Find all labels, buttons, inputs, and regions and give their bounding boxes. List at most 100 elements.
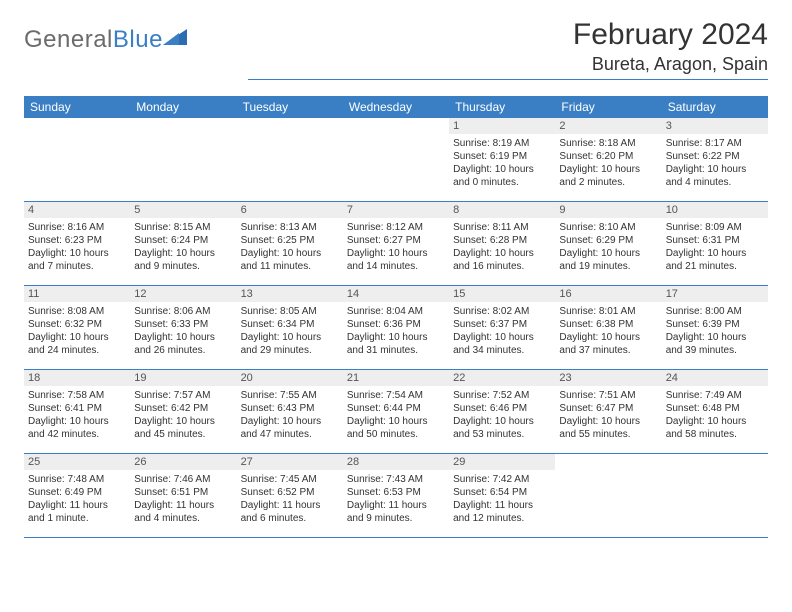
weekday-saturday: Saturday xyxy=(662,100,768,114)
day-cell: 28Sunrise: 7:43 AMSunset: 6:53 PMDayligh… xyxy=(343,454,449,537)
day-line: Daylight: 10 hours xyxy=(559,415,657,428)
day-line: and 14 minutes. xyxy=(347,260,445,273)
day-line: and 0 minutes. xyxy=(453,176,551,189)
day-line: Sunset: 6:47 PM xyxy=(559,402,657,415)
day-line: and 16 minutes. xyxy=(453,260,551,273)
day-line: Sunrise: 7:55 AM xyxy=(241,389,339,402)
day-number: 7 xyxy=(343,202,449,218)
day-line: Sunrise: 7:54 AM xyxy=(347,389,445,402)
weeks-container: 1Sunrise: 8:19 AMSunset: 6:19 PMDaylight… xyxy=(24,118,768,538)
day-body: Sunrise: 7:51 AMSunset: 6:47 PMDaylight:… xyxy=(555,386,661,453)
day-line: Daylight: 10 hours xyxy=(666,247,764,260)
weekday-friday: Friday xyxy=(555,100,661,114)
day-cell: 8Sunrise: 8:11 AMSunset: 6:28 PMDaylight… xyxy=(449,202,555,285)
day-line: Sunrise: 8:17 AM xyxy=(666,137,764,150)
triangle-icon xyxy=(163,27,189,54)
day-number: 26 xyxy=(130,454,236,470)
day-line: Sunset: 6:36 PM xyxy=(347,318,445,331)
day-number: 3 xyxy=(662,118,768,134)
day-body: Sunrise: 8:13 AMSunset: 6:25 PMDaylight:… xyxy=(237,218,343,285)
day-number: 9 xyxy=(555,202,661,218)
day-body: Sunrise: 7:52 AMSunset: 6:46 PMDaylight:… xyxy=(449,386,555,453)
day-body: Sunrise: 8:08 AMSunset: 6:32 PMDaylight:… xyxy=(24,302,130,369)
day-line: Sunrise: 8:13 AM xyxy=(241,221,339,234)
day-line: and 34 minutes. xyxy=(453,344,551,357)
day-number: 1 xyxy=(449,118,555,134)
day-line: and 19 minutes. xyxy=(559,260,657,273)
day-line: and 31 minutes. xyxy=(347,344,445,357)
week-row: 1Sunrise: 8:19 AMSunset: 6:19 PMDaylight… xyxy=(24,118,768,202)
day-body: Sunrise: 8:18 AMSunset: 6:20 PMDaylight:… xyxy=(555,134,661,201)
weekday-sunday: Sunday xyxy=(24,100,130,114)
day-line: Daylight: 10 hours xyxy=(28,415,126,428)
day-cell: 6Sunrise: 8:13 AMSunset: 6:25 PMDaylight… xyxy=(237,202,343,285)
day-number: 4 xyxy=(24,202,130,218)
day-cell: 17Sunrise: 8:00 AMSunset: 6:39 PMDayligh… xyxy=(662,286,768,369)
day-line: Sunrise: 8:18 AM xyxy=(559,137,657,150)
day-number: 12 xyxy=(130,286,236,302)
day-body: Sunrise: 7:55 AMSunset: 6:43 PMDaylight:… xyxy=(237,386,343,453)
day-cell: 4Sunrise: 8:16 AMSunset: 6:23 PMDaylight… xyxy=(24,202,130,285)
day-body: Sunrise: 8:19 AMSunset: 6:19 PMDaylight:… xyxy=(449,134,555,201)
day-cell xyxy=(555,454,661,537)
day-cell: 19Sunrise: 7:57 AMSunset: 6:42 PMDayligh… xyxy=(130,370,236,453)
day-body: Sunrise: 8:01 AMSunset: 6:38 PMDaylight:… xyxy=(555,302,661,369)
day-line: and 11 minutes. xyxy=(241,260,339,273)
day-body: Sunrise: 8:15 AMSunset: 6:24 PMDaylight:… xyxy=(130,218,236,285)
day-line: and 50 minutes. xyxy=(347,428,445,441)
day-number: 20 xyxy=(237,370,343,386)
day-line: and 53 minutes. xyxy=(453,428,551,441)
day-line: and 2 minutes. xyxy=(559,176,657,189)
day-line: Sunset: 6:42 PM xyxy=(134,402,232,415)
day-line: Sunset: 6:51 PM xyxy=(134,486,232,499)
day-body xyxy=(237,134,343,201)
day-line: Daylight: 11 hours xyxy=(347,499,445,512)
day-cell: 20Sunrise: 7:55 AMSunset: 6:43 PMDayligh… xyxy=(237,370,343,453)
day-cell: 23Sunrise: 7:51 AMSunset: 6:47 PMDayligh… xyxy=(555,370,661,453)
day-line: Sunrise: 8:01 AM xyxy=(559,305,657,318)
day-line: Daylight: 11 hours xyxy=(241,499,339,512)
weekday-thursday: Thursday xyxy=(449,100,555,114)
day-body: Sunrise: 7:42 AMSunset: 6:54 PMDaylight:… xyxy=(449,470,555,537)
day-line: Sunrise: 8:06 AM xyxy=(134,305,232,318)
day-number: 17 xyxy=(662,286,768,302)
day-line: and 4 minutes. xyxy=(134,512,232,525)
day-cell: 24Sunrise: 7:49 AMSunset: 6:48 PMDayligh… xyxy=(662,370,768,453)
day-number xyxy=(24,118,130,134)
day-line: Sunset: 6:20 PM xyxy=(559,150,657,163)
day-body: Sunrise: 8:12 AMSunset: 6:27 PMDaylight:… xyxy=(343,218,449,285)
day-line: Sunrise: 8:08 AM xyxy=(28,305,126,318)
day-body: Sunrise: 8:06 AMSunset: 6:33 PMDaylight:… xyxy=(130,302,236,369)
day-number: 6 xyxy=(237,202,343,218)
day-line: Daylight: 10 hours xyxy=(453,247,551,260)
day-line: Sunset: 6:49 PM xyxy=(28,486,126,499)
day-body: Sunrise: 8:00 AMSunset: 6:39 PMDaylight:… xyxy=(662,302,768,369)
day-line: and 37 minutes. xyxy=(559,344,657,357)
day-line: Sunrise: 7:49 AM xyxy=(666,389,764,402)
day-line: Sunset: 6:27 PM xyxy=(347,234,445,247)
day-line: and 1 minute. xyxy=(28,512,126,525)
day-line: and 47 minutes. xyxy=(241,428,339,441)
day-line: Daylight: 10 hours xyxy=(134,247,232,260)
day-cell xyxy=(130,118,236,201)
week-row: 11Sunrise: 8:08 AMSunset: 6:32 PMDayligh… xyxy=(24,286,768,370)
day-number: 19 xyxy=(130,370,236,386)
day-number: 24 xyxy=(662,370,768,386)
day-body: Sunrise: 7:54 AMSunset: 6:44 PMDaylight:… xyxy=(343,386,449,453)
day-body: Sunrise: 8:09 AMSunset: 6:31 PMDaylight:… xyxy=(662,218,768,285)
day-body: Sunrise: 8:02 AMSunset: 6:37 PMDaylight:… xyxy=(449,302,555,369)
weekday-wednesday: Wednesday xyxy=(343,100,449,114)
day-line: Daylight: 10 hours xyxy=(347,331,445,344)
day-cell xyxy=(343,118,449,201)
day-line: and 55 minutes. xyxy=(559,428,657,441)
day-line: Daylight: 10 hours xyxy=(134,415,232,428)
day-cell: 9Sunrise: 8:10 AMSunset: 6:29 PMDaylight… xyxy=(555,202,661,285)
day-line: Sunset: 6:28 PM xyxy=(453,234,551,247)
day-line: Daylight: 10 hours xyxy=(347,415,445,428)
day-cell: 2Sunrise: 8:18 AMSunset: 6:20 PMDaylight… xyxy=(555,118,661,201)
day-line: Sunset: 6:43 PM xyxy=(241,402,339,415)
day-line: and 21 minutes. xyxy=(666,260,764,273)
day-line: Sunrise: 7:46 AM xyxy=(134,473,232,486)
day-line: and 29 minutes. xyxy=(241,344,339,357)
day-line: Daylight: 11 hours xyxy=(453,499,551,512)
